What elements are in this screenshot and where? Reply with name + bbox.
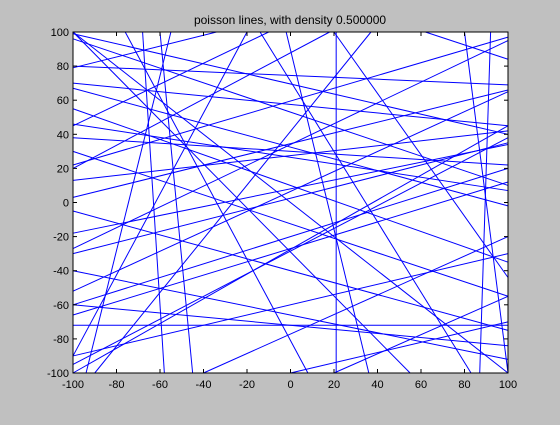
- poisson-line-8: [72, 130, 509, 181]
- poisson-line-17: [159, 31, 194, 374]
- x-tick-label: -100: [62, 379, 84, 391]
- x-tick-label: 60: [415, 379, 427, 391]
- poisson-line-38: [72, 253, 509, 357]
- poisson-line-6: [72, 31, 269, 127]
- poisson-line-44: [72, 38, 509, 186]
- poisson-line-4: [72, 87, 509, 207]
- poisson-line-36: [72, 167, 509, 306]
- poisson-line-41: [72, 82, 509, 127]
- x-tick-label: -40: [196, 379, 212, 391]
- poisson-line-14: [94, 31, 372, 374]
- poisson-line-21: [333, 31, 509, 278]
- y-tick-label: 40: [57, 129, 69, 141]
- x-tick-label: -20: [239, 379, 255, 391]
- poisson-line-43: [72, 137, 509, 166]
- x-tick-label: 20: [328, 379, 340, 391]
- y-tick-label: 100: [51, 27, 69, 39]
- y-tick-label: 20: [57, 163, 69, 175]
- poisson-line-27: [72, 137, 509, 365]
- axis-ticks: -100 -80 -60 -40 -20 0 20 40 60 80 100 -100 -80 -60 -4…: [47, 27, 517, 391]
- x-tick-label: -60: [152, 379, 168, 391]
- y-tick-label: 60: [57, 95, 69, 107]
- y-tick-label: -80: [53, 334, 69, 346]
- y-tick-label: 0: [63, 198, 69, 210]
- poisson-line-25: [479, 31, 492, 374]
- poisson-line-9: [72, 144, 509, 234]
- line-series-group: [72, 31, 509, 374]
- y-tick-label: -60: [53, 300, 69, 312]
- poisson-line-35: [72, 89, 509, 198]
- poisson-line-13: [85, 31, 172, 374]
- poisson-line-7: [72, 36, 509, 166]
- poisson-line-10: [72, 40, 509, 249]
- poisson-line-33: [333, 295, 509, 374]
- x-tick-label: -80: [109, 379, 125, 391]
- x-tick-label: 80: [458, 379, 470, 391]
- chart-title: poisson lines, with density 0.500000: [194, 13, 386, 27]
- poisson-line-1: [72, 33, 509, 135]
- y-tick-label: 80: [57, 61, 69, 73]
- poisson-line-40: [72, 31, 509, 374]
- y-tick-label: -100: [47, 368, 69, 380]
- y-tick-label: -20: [53, 232, 69, 244]
- poisson-line-45: [72, 108, 509, 263]
- poisson-line-23: [464, 31, 509, 374]
- poisson-line-34: [72, 31, 330, 169]
- poisson-line-2: [72, 31, 217, 69]
- poisson-line-39: [72, 31, 248, 357]
- x-tick-label: 40: [371, 379, 383, 391]
- poisson-line-11: [72, 181, 509, 316]
- poisson-line-29: [72, 150, 509, 297]
- poisson-line-19: [285, 31, 370, 374]
- poisson-line-15: [124, 31, 309, 374]
- poisson-line-24: [425, 31, 509, 60]
- x-tick-label: 100: [499, 379, 517, 391]
- poisson-line-31: [203, 236, 509, 374]
- poisson-line-37: [72, 125, 509, 374]
- poisson-line-42: [72, 210, 509, 331]
- poisson-line-46: [72, 270, 509, 360]
- poisson-line-32: [290, 321, 509, 374]
- y-tick-label: -40: [53, 266, 69, 278]
- poisson-line-26: [72, 91, 509, 292]
- x-tick-label: 0: [287, 379, 293, 391]
